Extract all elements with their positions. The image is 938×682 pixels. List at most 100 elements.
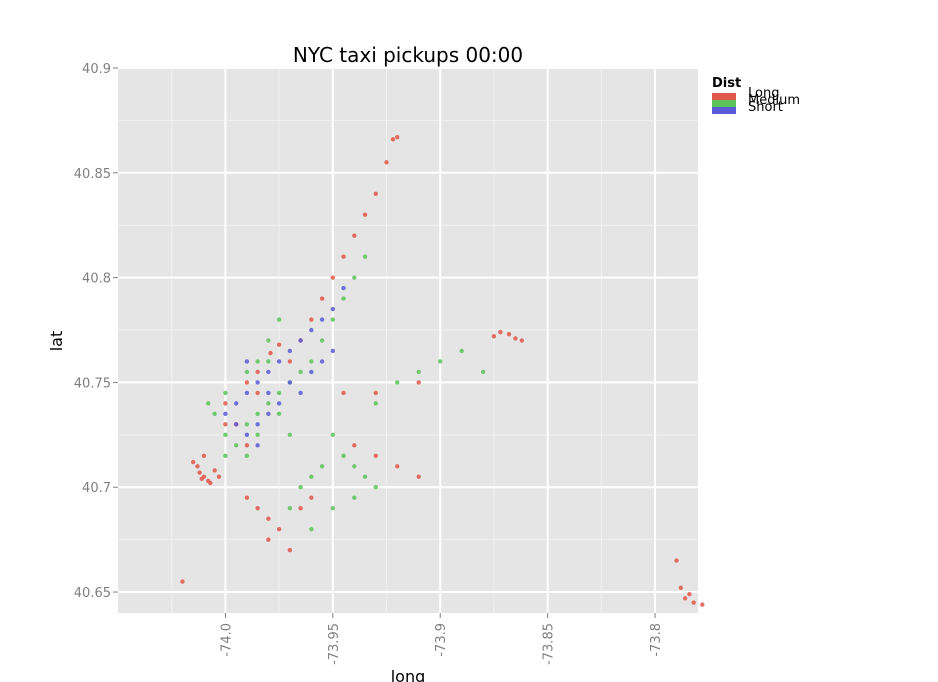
point-short — [244, 432, 250, 438]
point-short — [330, 306, 336, 312]
point-medium — [255, 411, 260, 417]
point-short — [309, 369, 314, 375]
legend: Dist Long Medium Short — [712, 76, 800, 114]
point-long — [268, 350, 273, 356]
x-tick-label: -74.0 — [219, 623, 234, 657]
point-long — [255, 505, 260, 511]
point-medium — [255, 432, 260, 438]
point-medium — [223, 390, 228, 396]
point-medium — [352, 275, 357, 280]
point-long — [506, 332, 512, 337]
point-short — [266, 390, 271, 396]
point-medium — [212, 411, 217, 417]
x-axis-ticks: -74.0 -73.95 -73.9 -73.85 -73.8 — [219, 613, 664, 665]
point-long — [199, 476, 204, 482]
chart-title: NYC taxi pickups 00:00 — [293, 43, 523, 67]
point-medium — [416, 369, 421, 375]
point-short — [233, 401, 239, 406]
point-long — [195, 464, 200, 469]
data-points — [180, 134, 705, 607]
point-long — [687, 591, 692, 597]
point-short — [266, 369, 271, 375]
point-long — [330, 275, 336, 280]
point-medium — [244, 422, 250, 427]
point-long — [341, 390, 346, 396]
point-long — [287, 359, 293, 364]
legend-item-medium: Medium — [712, 94, 800, 107]
point-medium — [287, 432, 293, 438]
point-medium — [373, 401, 378, 406]
point-medium — [298, 485, 303, 490]
point-short — [255, 422, 260, 427]
point-medium — [330, 432, 336, 438]
point-short — [287, 380, 293, 385]
point-short — [266, 411, 271, 417]
x-tick-label: -73.95 — [327, 623, 342, 665]
minor-grid — [118, 68, 698, 613]
legend-item-long: Long — [712, 87, 779, 100]
point-long — [212, 468, 217, 473]
legend-label-medium: Medium — [748, 93, 800, 108]
y-tick-label: 40.7 — [82, 481, 111, 496]
point-long — [223, 422, 228, 427]
point-medium — [352, 464, 357, 469]
point-long — [208, 480, 213, 486]
point-short — [309, 327, 314, 333]
point-short — [276, 359, 282, 364]
point-long — [197, 470, 202, 475]
y-tick-label: 40.85 — [74, 167, 111, 182]
point-long — [244, 495, 250, 500]
x-axis-label: long — [391, 667, 426, 682]
point-long — [244, 380, 250, 385]
plot-panel — [118, 68, 698, 613]
point-medium — [362, 474, 368, 479]
point-long — [244, 443, 250, 448]
point-medium — [223, 432, 228, 438]
point-long — [416, 474, 421, 479]
point-medium — [276, 411, 282, 417]
point-short — [255, 380, 260, 385]
point-short — [276, 401, 282, 406]
point-short — [319, 317, 325, 322]
point-long — [416, 380, 421, 385]
point-medium — [266, 338, 271, 343]
point-medium — [276, 390, 282, 396]
point-long — [298, 505, 303, 511]
point-long — [691, 600, 696, 605]
point-long — [362, 212, 368, 217]
point-long — [498, 329, 503, 335]
point-long — [255, 369, 260, 375]
point-medium — [255, 359, 260, 364]
point-long — [352, 233, 357, 238]
x-tick-label: -73.9 — [434, 623, 449, 657]
point-long — [373, 453, 378, 458]
point-long — [319, 296, 325, 301]
legend-label-long: Long — [748, 86, 780, 101]
point-medium — [459, 348, 464, 354]
x-tick-label: -73.85 — [542, 623, 557, 665]
point-short — [287, 348, 293, 354]
point-medium — [480, 369, 486, 375]
point-long — [216, 474, 222, 479]
legend-title: Dist — [712, 76, 742, 91]
point-short — [255, 443, 260, 448]
point-short — [298, 338, 303, 343]
point-medium — [330, 505, 336, 511]
legend-key-short — [712, 107, 736, 114]
point-short — [244, 390, 250, 396]
point-medium — [276, 317, 282, 322]
y-tick-label: 40.75 — [74, 376, 111, 391]
point-medium — [309, 474, 314, 479]
point-short — [330, 348, 336, 354]
point-medium — [438, 359, 443, 364]
point-long — [276, 342, 282, 347]
point-long — [309, 495, 314, 500]
point-long — [309, 317, 314, 322]
point-medium — [341, 296, 346, 301]
point-medium — [395, 380, 400, 385]
point-long — [678, 585, 684, 591]
point-medium — [244, 453, 250, 458]
legend-key-medium — [712, 100, 736, 107]
point-medium — [287, 505, 293, 511]
